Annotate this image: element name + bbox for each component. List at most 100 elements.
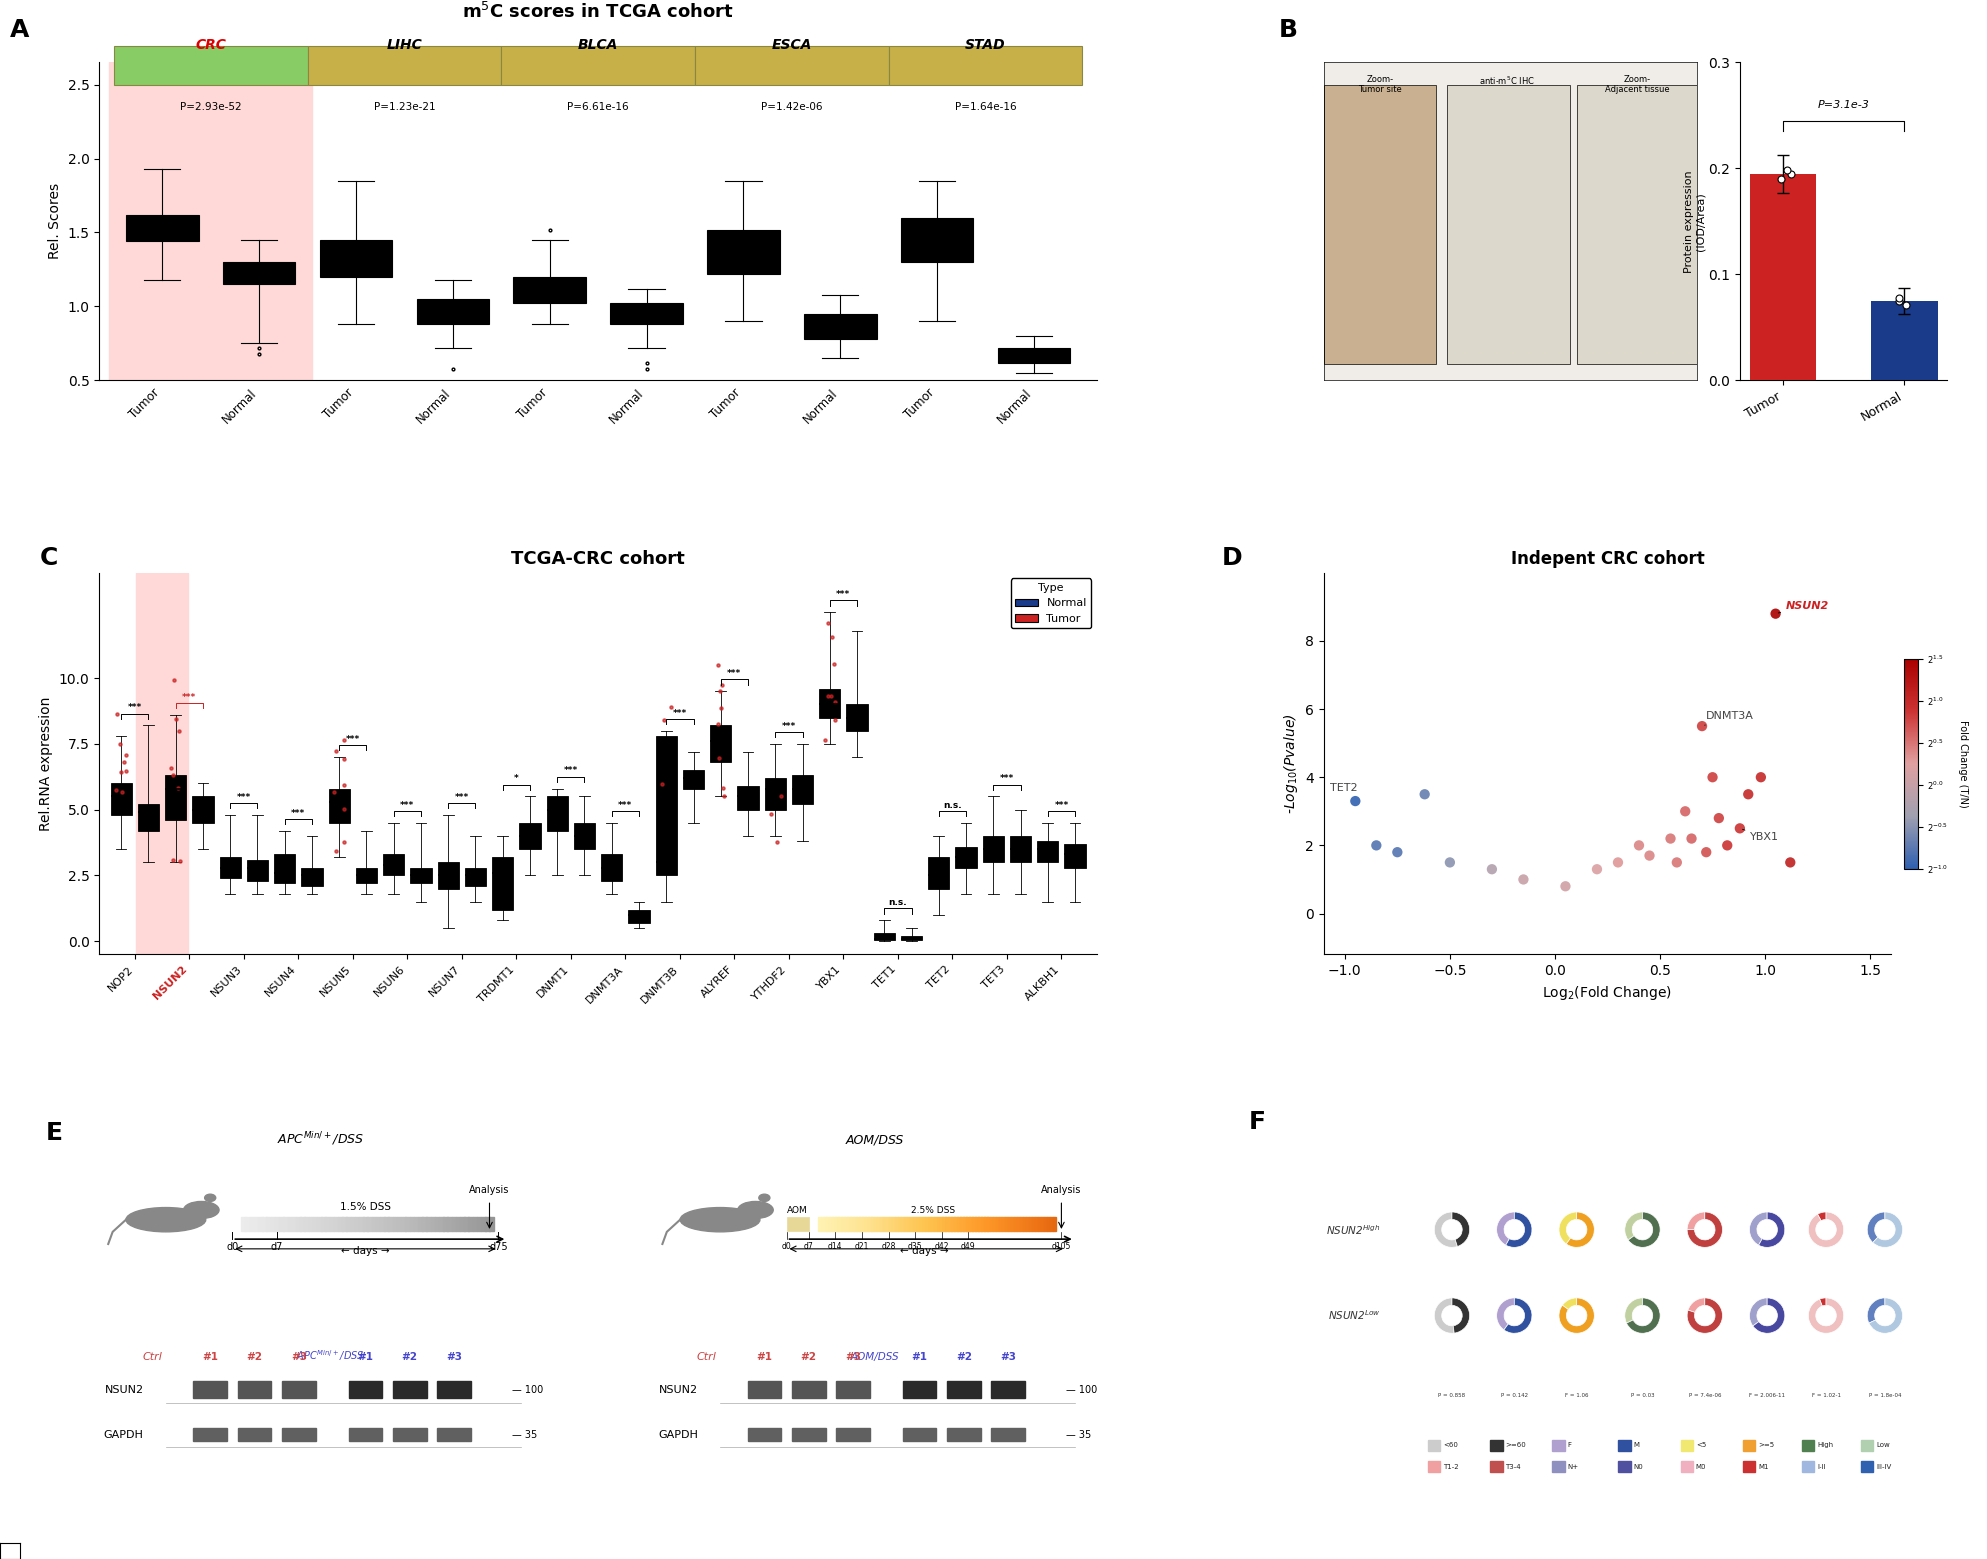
PathPatch shape xyxy=(493,857,513,909)
PathPatch shape xyxy=(223,262,296,284)
Point xyxy=(1508,867,1540,892)
Text: NSUN2: NSUN2 xyxy=(105,1384,143,1395)
Text: >=60: >=60 xyxy=(1506,1442,1526,1448)
Point xyxy=(328,829,360,854)
Bar xyxy=(368,1218,372,1230)
Bar xyxy=(193,1428,227,1441)
Bar xyxy=(413,1218,419,1230)
Bar xyxy=(1035,1218,1037,1230)
Point xyxy=(328,797,360,822)
PathPatch shape xyxy=(997,348,1071,363)
Bar xyxy=(326,1218,330,1230)
Text: P = 0.03: P = 0.03 xyxy=(1631,1392,1655,1398)
Bar xyxy=(837,1428,870,1441)
Bar xyxy=(376,1218,380,1230)
Text: BLCA: BLCA xyxy=(578,39,618,51)
Text: F = 2.006-11: F = 2.006-11 xyxy=(1749,1392,1784,1398)
Bar xyxy=(455,1218,461,1230)
Bar xyxy=(435,1218,439,1230)
PathPatch shape xyxy=(302,867,322,886)
FancyBboxPatch shape xyxy=(501,47,695,84)
Text: N: N xyxy=(1762,1163,1772,1174)
Text: ***: *** xyxy=(727,669,741,678)
Point xyxy=(1764,167,1796,192)
Bar xyxy=(383,1218,389,1230)
Bar xyxy=(1860,1439,1874,1450)
Text: Tumor: Tumor xyxy=(515,387,550,421)
Point xyxy=(1435,850,1466,875)
Text: d28: d28 xyxy=(882,1241,896,1250)
Text: ***: *** xyxy=(127,703,141,712)
Bar xyxy=(1041,1218,1043,1230)
Bar xyxy=(393,1428,427,1441)
Point xyxy=(646,772,678,797)
Bar xyxy=(1749,173,1816,380)
Text: #1: #1 xyxy=(757,1352,773,1361)
Bar xyxy=(364,1218,368,1230)
Bar xyxy=(960,1218,964,1230)
Bar xyxy=(356,1218,360,1230)
Point xyxy=(109,750,141,775)
Text: B: B xyxy=(1280,17,1298,42)
PathPatch shape xyxy=(137,804,159,831)
Text: YBX1: YBX1 xyxy=(1743,829,1780,842)
Bar xyxy=(1049,1218,1053,1230)
Point xyxy=(328,772,360,797)
Bar xyxy=(846,1218,850,1230)
Text: ***: *** xyxy=(236,794,250,801)
Bar xyxy=(894,1218,898,1230)
Bar xyxy=(439,1218,443,1230)
PathPatch shape xyxy=(707,229,779,274)
Text: AOM/DSS: AOM/DSS xyxy=(850,1352,900,1361)
Bar xyxy=(952,1218,956,1230)
Text: >=5: >=5 xyxy=(1758,1442,1774,1448)
Text: #3: #3 xyxy=(445,1352,463,1361)
Bar xyxy=(393,1218,397,1230)
Text: d21: d21 xyxy=(854,1241,868,1250)
Bar xyxy=(898,1218,902,1230)
Bar xyxy=(999,1218,1001,1230)
Text: NSUN2: NSUN2 xyxy=(1778,600,1830,613)
Text: ESCA: ESCA xyxy=(771,39,813,51)
FancyBboxPatch shape xyxy=(113,47,308,84)
Point xyxy=(817,624,848,649)
Bar xyxy=(936,1218,940,1230)
Bar xyxy=(994,1218,995,1230)
Point xyxy=(1703,806,1735,831)
Text: ***: *** xyxy=(346,734,360,744)
Bar xyxy=(958,1218,962,1230)
Bar xyxy=(469,1218,473,1230)
PathPatch shape xyxy=(737,786,759,809)
Bar xyxy=(882,1218,886,1230)
Bar xyxy=(288,1218,292,1230)
Bar xyxy=(924,1218,928,1230)
PathPatch shape xyxy=(984,836,1003,862)
Point xyxy=(1675,826,1707,851)
Y-axis label: Fold Change (T/N): Fold Change (T/N) xyxy=(1957,720,1967,808)
Bar xyxy=(409,1218,413,1230)
Point xyxy=(656,695,688,720)
PathPatch shape xyxy=(1065,843,1085,867)
Bar xyxy=(431,1218,435,1230)
Point xyxy=(1550,873,1582,898)
Y-axis label: Rel. Scores: Rel. Scores xyxy=(48,184,62,259)
Bar xyxy=(984,1218,988,1230)
Point xyxy=(101,702,133,726)
Text: Age: Age xyxy=(1441,1163,1464,1174)
Point xyxy=(1602,850,1633,875)
Text: #3: #3 xyxy=(999,1352,1015,1361)
Text: CRC: CRC xyxy=(195,39,227,51)
Bar xyxy=(246,1218,250,1230)
PathPatch shape xyxy=(628,909,650,923)
Bar xyxy=(902,1381,936,1397)
Point xyxy=(1884,285,1915,310)
Text: #1: #1 xyxy=(358,1352,374,1361)
Point xyxy=(809,728,841,753)
Text: Normal: Normal xyxy=(608,387,646,426)
Text: ← days →: ← days → xyxy=(342,1246,389,1255)
Ellipse shape xyxy=(125,1208,207,1232)
Text: ***: *** xyxy=(999,775,1013,783)
Bar xyxy=(1023,1218,1025,1230)
Bar xyxy=(372,1218,376,1230)
Bar xyxy=(990,1218,994,1230)
